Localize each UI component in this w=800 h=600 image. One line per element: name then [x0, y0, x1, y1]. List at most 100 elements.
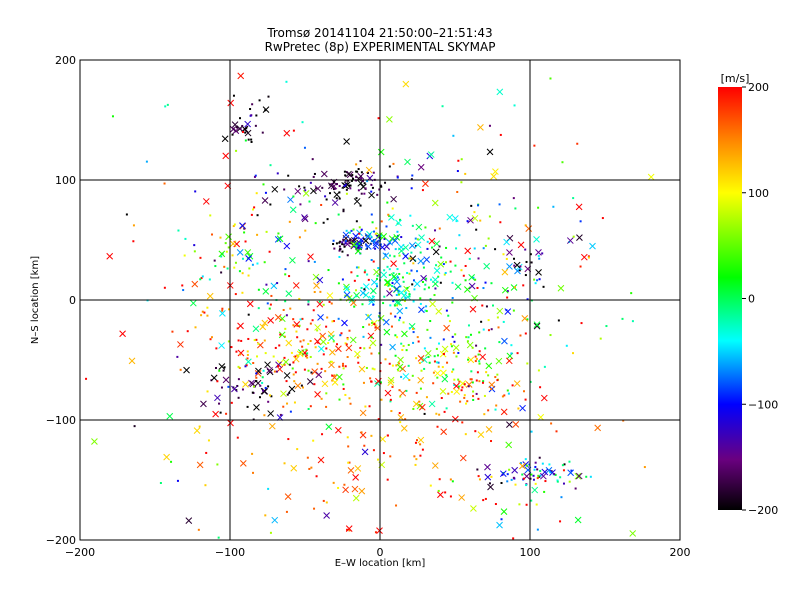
point-dot [496, 373, 499, 376]
point-dot [275, 370, 278, 373]
point-cross [377, 314, 385, 322]
point-dot [436, 376, 439, 379]
point-dot [482, 287, 485, 290]
point-dot [218, 402, 221, 405]
point-dot [388, 215, 391, 218]
point-cross [289, 206, 297, 214]
point-dot [382, 302, 385, 305]
point-dot [389, 398, 392, 401]
point-dot [481, 381, 484, 384]
point-dot [487, 319, 490, 322]
point-dot [506, 296, 509, 299]
point-dot [373, 230, 376, 233]
point-dot [332, 239, 335, 242]
point-dot [198, 425, 201, 428]
colorbar-tick-label: 0 [748, 293, 755, 306]
point-dot [450, 390, 453, 393]
point-dot [329, 360, 332, 363]
point-dot [478, 362, 481, 365]
point-dot [326, 316, 329, 319]
point-dot [377, 418, 380, 421]
point-cross [501, 337, 508, 345]
point-dot [360, 177, 363, 180]
point-cross [227, 419, 234, 427]
point-dot [469, 378, 472, 381]
point-dot [463, 394, 466, 397]
point-cross [580, 253, 588, 261]
point-dot [437, 489, 440, 492]
point-dot [410, 257, 413, 260]
point-cross [342, 231, 350, 239]
point-dot [344, 365, 347, 368]
point-dot [240, 339, 243, 342]
point-dot [361, 303, 364, 306]
point-dot [250, 140, 253, 143]
point-dot [427, 355, 430, 358]
point-cross [218, 250, 226, 258]
point-cross [485, 362, 493, 370]
point-dot [431, 246, 434, 249]
point-cross [417, 376, 425, 384]
point-dot [363, 288, 366, 291]
point-cross [368, 191, 375, 199]
point-dot [475, 357, 478, 360]
point-dot [299, 340, 302, 343]
point-dot [176, 479, 179, 482]
point-cross [496, 88, 504, 96]
point-dot [360, 431, 363, 434]
point-cross [276, 235, 284, 243]
point-dot [253, 339, 256, 342]
point-dot [256, 233, 259, 236]
point-dot [360, 192, 363, 195]
point-cross [465, 381, 473, 388]
point-dot [358, 226, 361, 229]
point-dot [392, 162, 395, 165]
point-dot [267, 487, 270, 490]
point-dot [496, 379, 499, 382]
point-dot [309, 181, 312, 184]
point-dot [333, 374, 336, 377]
point-dot [440, 397, 443, 400]
point-dot [213, 259, 216, 262]
point-dot [246, 405, 249, 408]
point-dot [304, 229, 307, 232]
point-dot [291, 367, 294, 370]
point-dot [312, 439, 315, 442]
point-dot [426, 240, 429, 243]
point-dot [432, 371, 435, 374]
point-dot [349, 184, 352, 187]
point-dot [580, 322, 583, 325]
point-dot [499, 133, 502, 136]
point-dot [467, 324, 470, 327]
point-dot [332, 481, 335, 484]
point-dot [407, 343, 410, 346]
point-cross [433, 267, 441, 274]
point-dot [478, 380, 481, 383]
point-dot [365, 366, 368, 369]
point-cross [343, 138, 350, 145]
point-dot [226, 267, 229, 270]
point-dot [605, 325, 608, 328]
point-dot [255, 192, 258, 195]
point-cross [435, 307, 443, 315]
point-dot [342, 210, 345, 213]
point-dot [362, 326, 365, 329]
x-axis-label: E–W location [km] [335, 558, 426, 569]
point-dot [337, 317, 340, 320]
point-cross [314, 324, 321, 331]
point-cross [325, 423, 333, 431]
point-dot [251, 103, 254, 106]
point-cross [453, 388, 461, 395]
point-dot [419, 387, 422, 390]
point-dot [342, 208, 345, 211]
point-cross [459, 454, 467, 462]
point-cross [91, 438, 98, 445]
point-dot [373, 368, 376, 371]
point-dot [255, 338, 258, 341]
point-dot [338, 241, 341, 244]
point-dot [528, 463, 531, 466]
point-dot [506, 473, 509, 476]
point-cross [446, 213, 454, 221]
point-dot [451, 480, 454, 483]
point-dot [371, 295, 374, 298]
